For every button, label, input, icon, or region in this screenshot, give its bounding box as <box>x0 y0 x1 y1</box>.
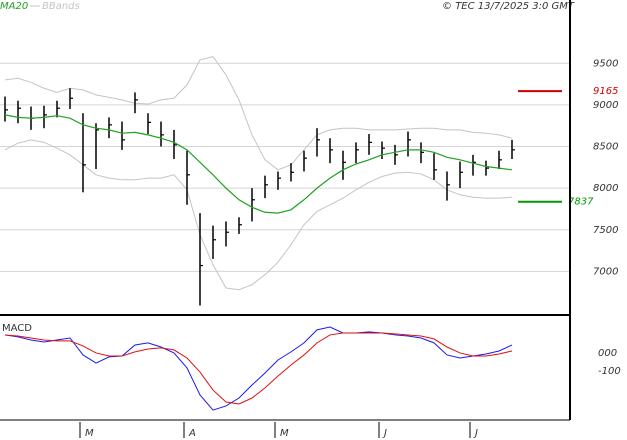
x-tick-label: M <box>280 428 289 439</box>
level-label: 9165 <box>593 86 618 97</box>
legend-ma20: MA20 <box>0 1 28 12</box>
x-tick-label: J <box>382 428 387 439</box>
x-tick-label: M <box>85 428 94 439</box>
bband-upper <box>4 56 513 171</box>
legend-bbands: BBands <box>42 1 80 12</box>
macd-line <box>4 326 513 411</box>
y-tick-label: -100 <box>598 366 621 377</box>
source: © TEC 13/7/2025 3:0 GMT <box>442 1 575 12</box>
y-tick-label: 8500 <box>593 142 618 153</box>
y-tick-label: 7500 <box>593 225 618 236</box>
macd-line <box>4 332 513 405</box>
bband-lower <box>4 139 513 291</box>
x-tick-label: A <box>188 428 196 439</box>
y-tick-label: 9500 <box>593 58 618 69</box>
y-tick-label: 8000 <box>593 183 618 194</box>
y-tick-label: 7000 <box>593 266 618 277</box>
x-tick-label: J <box>473 428 478 439</box>
macd-title: MACD <box>2 323 32 334</box>
ma20-line <box>4 114 513 214</box>
y-tick-label: 9000 <box>593 100 618 111</box>
y-tick-label: 000 <box>598 348 617 359</box>
level-label: 7837 <box>568 197 594 208</box>
